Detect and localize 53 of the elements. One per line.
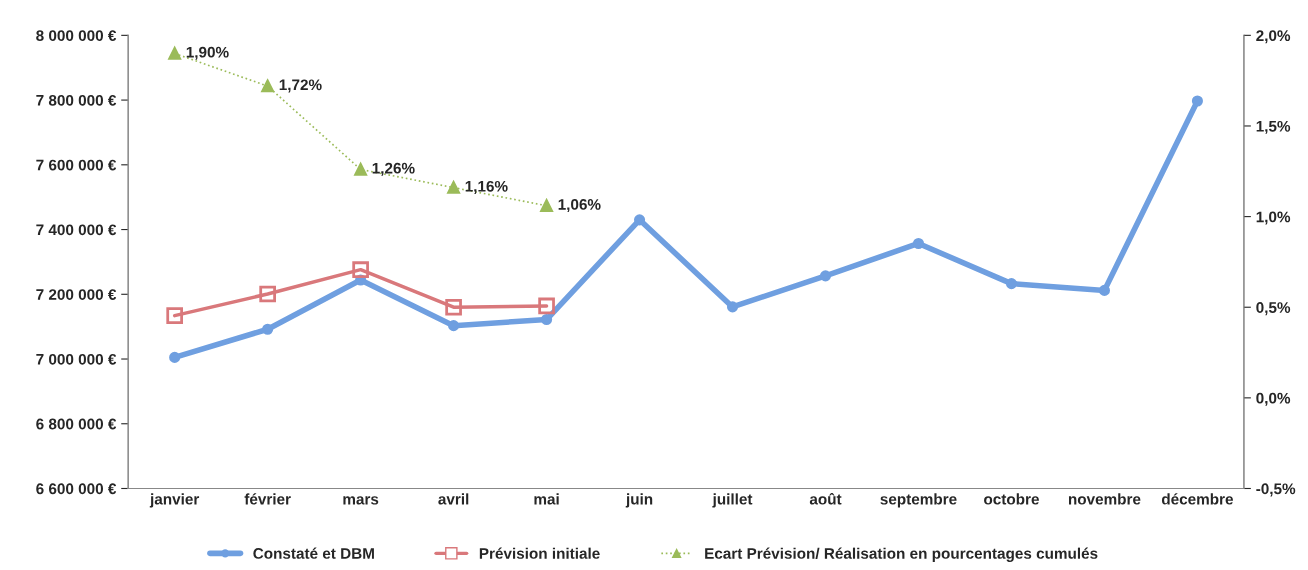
point <box>538 297 555 315</box>
point <box>166 307 184 324</box>
point <box>262 323 274 335</box>
x-tick-label: août <box>809 493 842 505</box>
data-label: 1,26% <box>372 162 415 176</box>
point <box>726 301 739 313</box>
x-tick-label: octobre <box>984 493 1039 505</box>
y-tick-label: 7 800 000 € <box>36 94 117 106</box>
y2-tick-label: 2,0% <box>1256 30 1291 44</box>
y-tick-label: 7 200 000 € <box>36 289 117 300</box>
x-tick-label: janvier <box>149 493 200 508</box>
x-tick-label: juin <box>625 493 653 508</box>
x-tick-label: septembre <box>880 493 957 508</box>
x-tick-label: juillet <box>712 493 753 508</box>
y2-tick-label: -0,5% <box>1256 483 1296 497</box>
point <box>1098 284 1110 296</box>
data-label: 1,72% <box>279 79 322 93</box>
point <box>540 199 553 212</box>
point <box>445 298 462 316</box>
point <box>261 79 274 93</box>
y2-tick-label: 0,5% <box>1256 302 1291 316</box>
legend-label: Constaté et DBM <box>253 547 374 559</box>
y2-tick-label: 1,0% <box>1256 211 1291 225</box>
y-tick-label: 6 800 000 € <box>36 418 117 430</box>
legend-label: Ecart Prévision/ Réalisation en pourcentages cumulés <box>705 547 1098 562</box>
x-tick-label: décembre <box>1161 493 1233 505</box>
y-tick-label: 7 000 000 € <box>36 353 117 365</box>
y-tick-label: 8 000 000 € <box>36 30 117 42</box>
data-label: 1,90% <box>186 46 229 60</box>
point <box>169 351 181 363</box>
x-tick-label: février <box>244 493 291 505</box>
point <box>634 214 646 226</box>
x-tick-label: mai <box>534 493 559 505</box>
point <box>912 237 925 250</box>
data-label: 1,06% <box>558 199 601 213</box>
x-tick-label: avril <box>438 493 469 505</box>
point <box>1005 278 1018 290</box>
point <box>448 320 460 332</box>
legend-label: Prévision initiale <box>479 547 600 559</box>
y-tick-label: 7 600 000 € <box>36 159 117 171</box>
point <box>1191 95 1203 107</box>
x-tick-label: novembre <box>1068 493 1141 505</box>
data-label: 1,16% <box>465 180 508 194</box>
point <box>447 181 460 194</box>
point <box>352 261 369 279</box>
y2-tick-label: 0,0% <box>1256 392 1291 406</box>
y-tick-label: 6 600 000 € <box>36 483 117 495</box>
point <box>259 285 276 303</box>
x-tick-label: mars <box>343 496 379 505</box>
point <box>541 313 553 326</box>
y-tick-label: 7 400 000 € <box>36 224 117 236</box>
y2-tick-label: 1,5% <box>1256 120 1291 134</box>
point <box>819 270 832 282</box>
